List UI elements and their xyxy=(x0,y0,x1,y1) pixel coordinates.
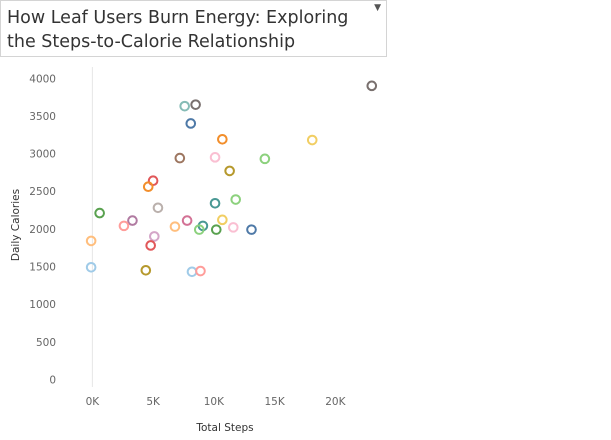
data-point[interactable] xyxy=(366,80,378,92)
chart-title-box: How Leaf Users Burn Energy: Exploring th… xyxy=(0,0,387,57)
data-point[interactable] xyxy=(94,207,105,219)
data-point[interactable] xyxy=(127,215,138,226)
data-point[interactable] xyxy=(246,224,257,235)
x-tick-label: 5K xyxy=(146,396,161,408)
data-point[interactable] xyxy=(145,240,156,251)
y-axis-title: Daily Calories xyxy=(10,189,22,261)
data-point[interactable] xyxy=(227,222,239,233)
x-axis: 0K 5K 10K 15K 20K xyxy=(86,396,347,408)
data-point[interactable] xyxy=(259,153,271,165)
data-point[interactable] xyxy=(224,165,235,177)
data-point[interactable] xyxy=(190,99,201,110)
data-point[interactable] xyxy=(193,224,205,235)
y-tick-label: 3000 xyxy=(29,149,56,161)
data-point[interactable] xyxy=(195,265,206,277)
data-point[interactable] xyxy=(181,215,193,226)
data-point[interactable] xyxy=(85,235,97,247)
data-point[interactable] xyxy=(179,100,190,112)
x-tick-label: 20K xyxy=(325,396,346,408)
y-tick-label: 2500 xyxy=(29,186,56,198)
y-tick-label: 4000 xyxy=(29,73,56,85)
data-point[interactable] xyxy=(118,220,130,232)
x-tick-label: 0K xyxy=(86,396,101,408)
chart-title: How Leaf Users Burn Energy: Exploring th… xyxy=(7,8,349,52)
data-point[interactable] xyxy=(149,231,160,242)
data-points xyxy=(85,80,378,278)
data-point[interactable] xyxy=(230,194,242,205)
data-point[interactable] xyxy=(217,133,228,145)
data-point[interactable] xyxy=(210,224,222,235)
data-point[interactable] xyxy=(209,152,221,163)
y-tick-label: 1000 xyxy=(29,299,56,311)
y-tick-label: 500 xyxy=(36,337,56,349)
data-point[interactable] xyxy=(217,214,228,226)
data-point[interactable] xyxy=(306,134,318,146)
data-point[interactable] xyxy=(85,261,97,273)
x-tick-label: 10K xyxy=(204,396,225,408)
scatter-plot: 0 500 1000 1500 2000 2500 3000 3500 4000 0K 5K 10K… xyxy=(10,67,378,434)
data-point[interactable] xyxy=(174,152,186,164)
data-point[interactable] xyxy=(152,202,164,214)
x-axis-title: Total Steps xyxy=(195,422,253,434)
data-point[interactable] xyxy=(186,266,198,278)
sheet-menu-caret-icon[interactable]: ▼ xyxy=(374,3,381,13)
data-point[interactable] xyxy=(142,181,154,193)
data-point[interactable] xyxy=(140,264,152,276)
data-point[interactable] xyxy=(209,197,221,209)
y-tick-label: 0 xyxy=(49,374,56,386)
y-tick-label: 3500 xyxy=(29,111,56,123)
y-tick-label: 2000 xyxy=(29,224,56,236)
y-axis: 0 500 1000 1500 2000 2500 3000 3500 4000 xyxy=(29,73,56,386)
data-point[interactable] xyxy=(169,221,181,232)
y-tick-label: 1500 xyxy=(29,262,56,274)
data-point[interactable] xyxy=(185,118,197,129)
x-tick-label: 15K xyxy=(264,396,285,408)
